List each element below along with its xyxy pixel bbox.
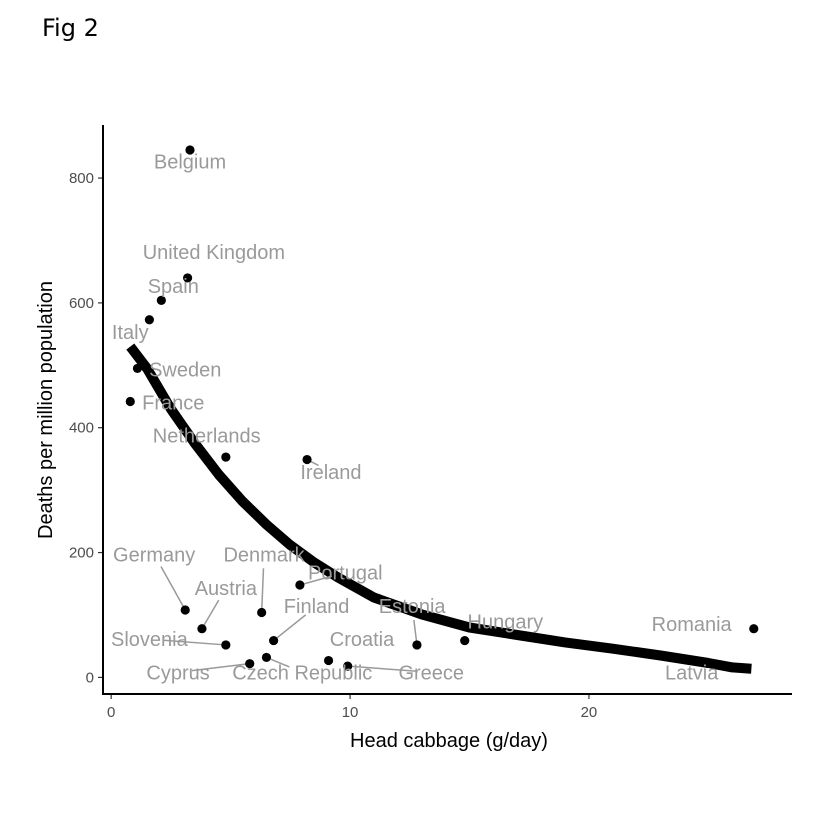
y-axis-title: Deaths per million population [35,281,57,539]
data-point-slovenia [221,640,231,650]
data-point-belgium [185,145,195,155]
data-point-denmark [257,607,267,618]
point-label: Cyprus [146,662,209,684]
y-tick-label: 200 [69,545,94,562]
point-label: Italy [112,322,149,344]
point-label: Portugal [308,562,383,584]
label-leader-line [191,662,250,672]
label-leader-line [273,614,307,642]
point-label: Finland [284,596,350,618]
point-label: Belgium [154,152,226,174]
point-label: Slovenia [111,629,189,651]
point-label: Spain [148,276,199,298]
y-tick-label: 800 [69,170,94,187]
point-label: Hungary [468,612,544,634]
point-label: Estonia [379,596,447,618]
label-leader-line [260,568,265,613]
point-label: France [142,393,204,415]
data-point-united-kingdom [183,273,193,283]
data-point-hungary [460,635,470,646]
data-point-finland [269,635,279,646]
data-point-cyprus [245,659,255,669]
x-tick-label: 0 [107,704,115,721]
point-label: Ireland [300,462,361,484]
label-leader-line [299,575,332,586]
data-point-italy [144,315,154,325]
point-label: Latvia [665,662,719,684]
point-label: United Kingdom [143,242,285,264]
data-point-czech-republic [261,652,272,663]
point-label: Croatia [330,629,395,651]
y-tick-label: 0 [86,669,94,686]
y-tick-label: 400 [69,420,94,437]
data-point-latvia [725,662,735,672]
x-tick-label: 20 [581,704,598,721]
point-label: Greece [398,662,464,684]
point-label: Netherlands [153,426,261,448]
fit-curve [126,343,752,674]
point-label: Denmark [223,544,305,566]
label-leader-line [160,566,186,611]
point-label: Sweden [149,360,221,382]
label-leader-line [201,599,220,630]
x-axis-title: Head cabbage (g/day) [350,730,548,752]
point-label: Germany [113,544,195,566]
point-label: Austria [195,578,258,600]
data-point-portugal [295,580,305,590]
data-point-greece [343,661,353,671]
data-point-estonia [412,640,422,650]
figure-label: Fig 2 [42,14,99,42]
y-tick-label: 600 [69,295,94,312]
label-leader-line [163,639,226,646]
data-point-romania [749,624,759,634]
data-point-ireland [302,454,312,465]
x-tick-label: 10 [342,704,359,721]
data-point-sweden [132,363,143,374]
data-point-austria [197,624,207,634]
data-point-france [125,396,135,407]
data-point-germany [180,605,190,615]
label-leader-line [347,665,418,672]
point-label: Czech Republic [232,662,372,684]
data-point-netherlands [221,452,231,462]
data-point-spain [156,295,166,305]
point-label: Romania [652,614,733,636]
data-point-croatia [323,655,334,666]
